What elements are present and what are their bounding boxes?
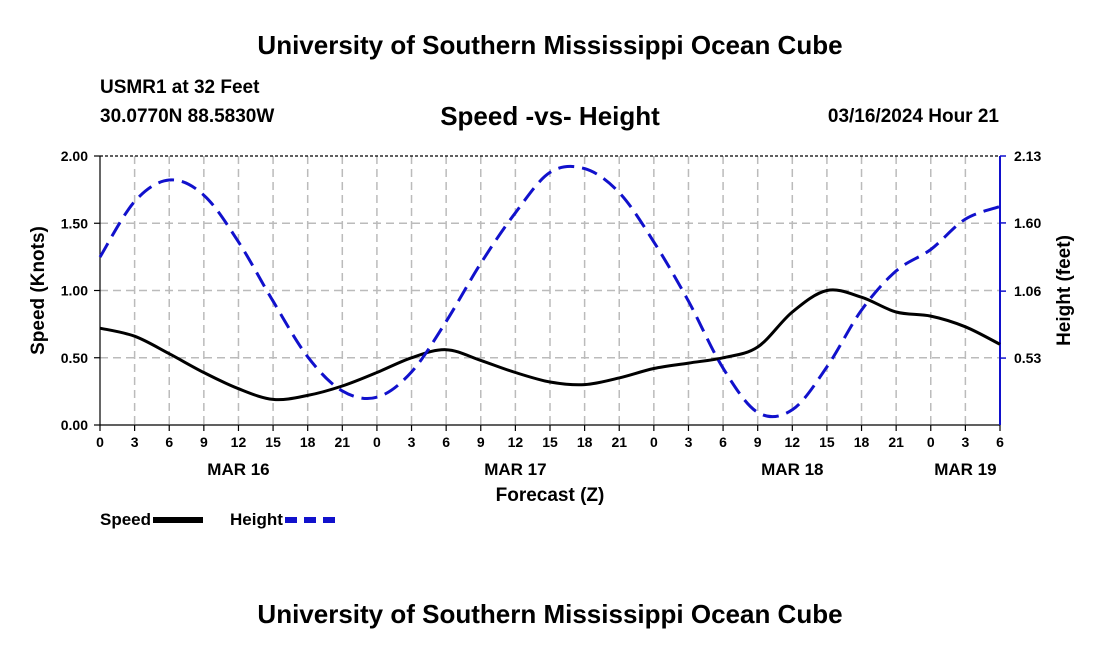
- legend-height-swatch: [284, 517, 335, 523]
- x-tick-label: 6: [719, 434, 727, 450]
- y-tick-label: 2.00: [61, 148, 88, 164]
- x-tick-label: 0: [96, 434, 104, 450]
- x-day-label: MAR 18: [761, 460, 823, 479]
- x-tick-label: 0: [650, 434, 658, 450]
- x-tick-label: 3: [961, 434, 969, 450]
- legend-speed-swatch: [153, 517, 204, 523]
- x-tick-label: 3: [685, 434, 693, 450]
- x-axis-label: Forecast (Z): [496, 485, 605, 506]
- x-tick-label: 15: [819, 434, 835, 450]
- legend-speed: Speed: [100, 509, 204, 531]
- x-tick-label: 6: [442, 434, 450, 450]
- x-tick-label: 18: [300, 434, 316, 450]
- y2-tick-label: 1.60: [1014, 215, 1041, 231]
- y-tick-label: 0.00: [61, 417, 88, 433]
- y2-tick-label: 2.13: [1014, 148, 1041, 164]
- x-tick-label: 6: [996, 434, 1004, 450]
- legend-speed-label: Speed: [100, 510, 152, 529]
- y2-tick-label: 1.06: [1014, 283, 1041, 299]
- y2-axis-label: Height (feet): [1054, 235, 1075, 346]
- y-axis-label: Speed (Knots): [28, 226, 49, 355]
- x-day-label: MAR 19: [934, 460, 996, 479]
- x-day-label: MAR 17: [484, 460, 546, 479]
- legend-height-label: Height: [230, 510, 283, 529]
- y-tick-label: 0.50: [61, 350, 88, 366]
- x-tick-label: 21: [335, 434, 351, 450]
- x-tick-label: 12: [508, 434, 524, 450]
- x-tick-label: 0: [927, 434, 935, 450]
- x-tick-label: 6: [165, 434, 173, 450]
- x-tick-label: 9: [754, 434, 762, 450]
- footer-title: University of Southern Mississippi Ocean…: [257, 599, 843, 629]
- x-tick-label: 15: [542, 434, 558, 450]
- y-tick-label: 1.00: [61, 283, 88, 299]
- x-tick-label: 21: [611, 434, 627, 450]
- series-line-speed: [99, 288, 1001, 402]
- x-tick-label: 21: [888, 434, 904, 450]
- station-label: USMR1 at 32 Feet: [100, 77, 260, 98]
- y-tick-label: 1.50: [61, 215, 88, 231]
- main-title: University of Southern Mississippi Ocean…: [257, 30, 843, 60]
- x-tick-label: 3: [408, 434, 416, 450]
- x-tick-label: 3: [131, 434, 139, 450]
- x-tick-label: 18: [577, 434, 593, 450]
- station-coordinates: 30.0770N 88.5830W: [100, 106, 275, 127]
- x-day-label: MAR 16: [207, 460, 269, 479]
- x-tick-label: 15: [265, 434, 281, 450]
- x-tick-label: 12: [785, 434, 801, 450]
- chart-subtitle: Speed -vs- Height: [440, 101, 660, 131]
- x-tick-label: 9: [477, 434, 485, 450]
- legend-height: Height: [230, 509, 335, 531]
- series-line-height: [98, 164, 1001, 419]
- x-tick-label: 0: [373, 434, 381, 450]
- y2-tick-label: 0.53: [1014, 350, 1041, 366]
- x-tick-label: 18: [854, 434, 870, 450]
- x-tick-label: 9: [200, 434, 208, 450]
- forecast-timestamp: 03/16/2024 Hour 21: [827, 106, 999, 127]
- x-tick-label: 12: [231, 434, 247, 450]
